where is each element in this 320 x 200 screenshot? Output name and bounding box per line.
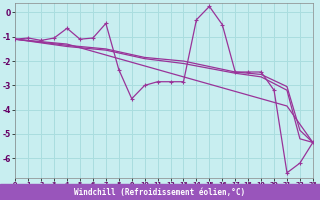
Text: Windchill (Refroidissement éolien,°C): Windchill (Refroidissement éolien,°C) [75,188,245,196]
